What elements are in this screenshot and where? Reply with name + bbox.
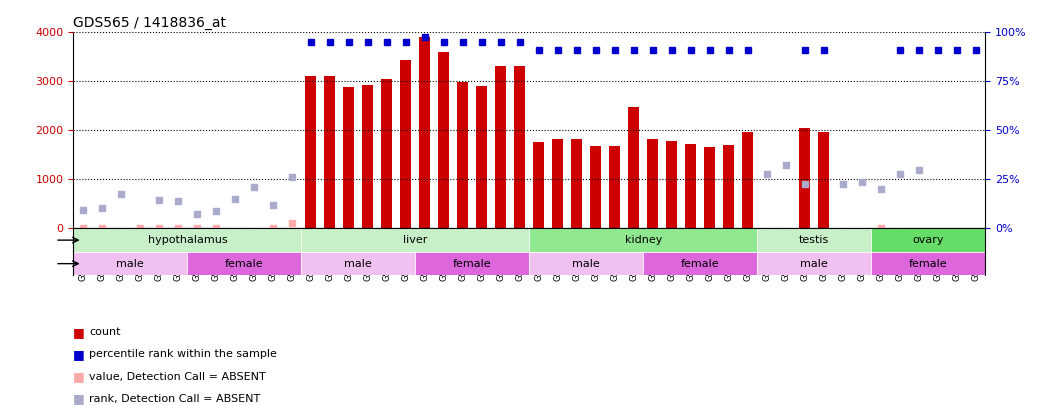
FancyBboxPatch shape <box>529 252 643 275</box>
Text: ■: ■ <box>73 370 85 383</box>
Text: ■: ■ <box>73 326 85 339</box>
FancyBboxPatch shape <box>529 228 757 252</box>
Text: ■: ■ <box>73 392 85 405</box>
Bar <box>647 139 658 228</box>
Bar <box>628 107 639 228</box>
Text: testis: testis <box>799 235 829 245</box>
Text: female: female <box>453 259 492 269</box>
Text: kidney: kidney <box>625 235 662 245</box>
Bar <box>817 132 829 228</box>
Bar <box>742 132 754 228</box>
FancyBboxPatch shape <box>301 228 529 252</box>
Text: value, Detection Call = ABSENT: value, Detection Call = ABSENT <box>89 372 266 382</box>
FancyBboxPatch shape <box>757 228 871 252</box>
Bar <box>514 66 525 228</box>
FancyBboxPatch shape <box>73 252 188 275</box>
Text: ovary: ovary <box>913 235 944 245</box>
Bar <box>723 145 735 228</box>
Bar <box>343 87 354 228</box>
FancyBboxPatch shape <box>871 228 985 252</box>
FancyBboxPatch shape <box>188 252 301 275</box>
Bar <box>324 77 335 228</box>
Text: rank, Detection Call = ABSENT: rank, Detection Call = ABSENT <box>89 394 260 404</box>
Bar <box>381 79 392 228</box>
Bar <box>609 146 620 228</box>
FancyBboxPatch shape <box>871 252 985 275</box>
Text: liver: liver <box>403 235 428 245</box>
Bar <box>400 60 412 228</box>
Text: male: male <box>801 259 828 269</box>
Text: hypothalamus: hypothalamus <box>148 235 227 245</box>
FancyBboxPatch shape <box>415 252 529 275</box>
Bar <box>665 141 677 228</box>
Text: male: male <box>572 259 601 269</box>
FancyBboxPatch shape <box>643 252 757 275</box>
Text: ■: ■ <box>73 348 85 361</box>
Text: GDS565 / 1418836_at: GDS565 / 1418836_at <box>73 16 226 30</box>
Text: female: female <box>909 259 947 269</box>
Bar <box>704 147 716 228</box>
Text: percentile rank within the sample: percentile rank within the sample <box>89 350 277 359</box>
Text: female: female <box>225 259 264 269</box>
Bar <box>457 82 468 228</box>
Text: male: male <box>345 259 372 269</box>
Bar <box>362 85 373 228</box>
FancyBboxPatch shape <box>301 252 415 275</box>
Bar <box>799 128 810 228</box>
FancyBboxPatch shape <box>73 228 301 252</box>
Bar <box>495 66 506 228</box>
Bar <box>552 139 564 228</box>
Bar <box>590 146 602 228</box>
Text: male: male <box>116 259 145 269</box>
Bar <box>571 139 583 228</box>
Bar <box>685 144 696 228</box>
Bar <box>419 37 431 228</box>
Bar <box>476 86 487 228</box>
Bar <box>533 142 545 228</box>
FancyBboxPatch shape <box>757 252 871 275</box>
Bar <box>305 77 316 228</box>
Bar <box>438 52 450 228</box>
Text: female: female <box>681 259 720 269</box>
Text: count: count <box>89 327 121 337</box>
